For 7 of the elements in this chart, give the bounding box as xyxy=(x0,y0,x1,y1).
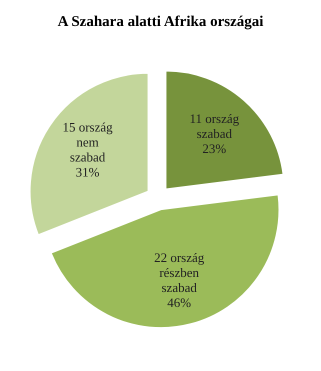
data-label: 23% xyxy=(202,141,226,156)
slice-label: 15 ország nem szabad xyxy=(62,120,114,165)
chart-title: A Szahara alatti Afrika országai xyxy=(58,14,264,30)
slice-label: 22 ország részben szabad xyxy=(154,250,205,295)
data-label: 31% xyxy=(76,164,100,180)
data-label: 46% xyxy=(167,294,192,310)
slice-label: 11 ország szabad xyxy=(189,111,240,142)
